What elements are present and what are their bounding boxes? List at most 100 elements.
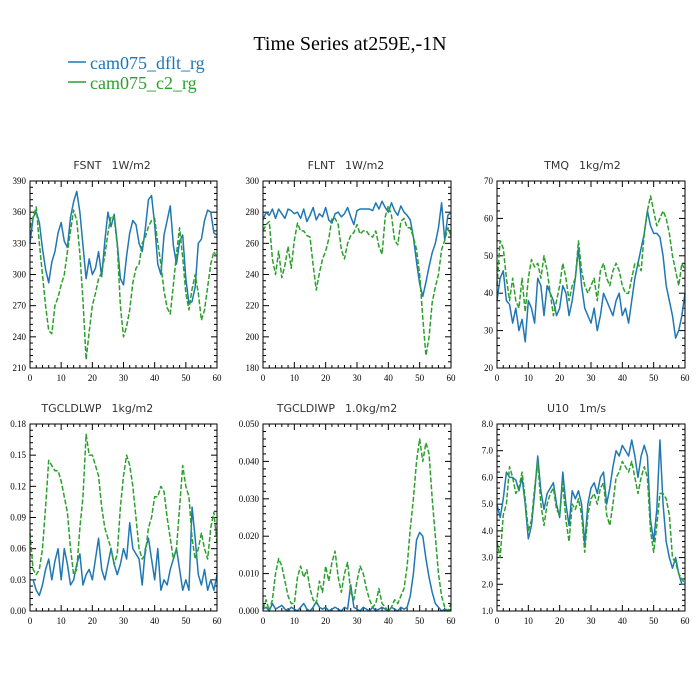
panel-unit-tmq: 1kg/m2 — [579, 159, 621, 172]
y-tick-label: 5.0 — [482, 499, 494, 509]
y-tick-label: 210 — [13, 363, 27, 373]
x-tick-label: 10 — [524, 616, 534, 626]
y-tick-label: 0.00 — [10, 606, 26, 616]
x-tick-label: 0 — [261, 616, 266, 626]
panel-unit-tgcldlwp: 1kg/m2 — [112, 402, 154, 415]
y-tick-label: 0.15 — [10, 450, 26, 460]
y-tick-label: 4.0 — [482, 526, 494, 536]
y-tick-label: 0.03 — [10, 575, 26, 585]
x-tick-label: 10 — [524, 373, 534, 383]
legend-label-dflt: cam075_dflt_rg — [90, 53, 205, 73]
y-tick-label: 0.040 — [239, 456, 260, 466]
panel-unit-flnt: 1W/m2 — [345, 159, 384, 172]
y-tick-label: 0.18 — [10, 419, 26, 429]
panel-title-tmq: TMQ — [543, 159, 569, 172]
x-tick-label: 50 — [415, 616, 425, 626]
y-tick-label: 300 — [13, 270, 27, 280]
y-tick-label: 60 — [484, 213, 494, 223]
panel-flnt: FLNT 1W/m2 0 10 20 30 40 50 60 180 200 220 240 260 280… — [246, 159, 457, 383]
x-tick-label: 0 — [495, 373, 500, 383]
x-tick-label: 30 — [119, 373, 129, 383]
y-tick-label: 180 — [246, 363, 260, 373]
panel-tgcldlwp: TGCLDLWP 1kg/m2 0 10 20 30 40 50 60 0.00 0.03 0.06 0… — [10, 402, 222, 626]
panel-fsnt: FSNT 1W/m2 0 10 20 30 40 50 60 210 240 270 300 330 360… — [13, 159, 223, 383]
panel-title-tgcldiwp: TGCLDIWP — [276, 402, 336, 415]
series-line-cam075-dflt-rg — [29, 190, 218, 305]
x-tick-label: 50 — [181, 373, 191, 383]
x-tick-label: 60 — [213, 373, 223, 383]
y-tick-label: 220 — [246, 301, 260, 311]
y-tick-label: 200 — [246, 332, 260, 342]
y-tick-label: 0.020 — [239, 531, 260, 541]
y-tick-label: 260 — [246, 238, 260, 248]
x-tick-label: 20 — [321, 373, 331, 383]
panel-tgcldiwp: TGCLDIWP 1.0kg/m2 0 10 20 30 40 50 60 0.000 0.010 0… — [239, 402, 456, 626]
series-line-cam075-dflt-rg — [30, 506, 218, 597]
y-tick-label: 3.0 — [482, 553, 494, 563]
x-tick-label: 10 — [290, 616, 300, 626]
panel-title-tgcldlwp: TGCLDLWP — [40, 402, 102, 415]
y-tick-label: 6.0 — [482, 472, 494, 482]
y-tick-label: 0.050 — [239, 419, 260, 429]
x-tick-label: 60 — [681, 373, 691, 383]
x-tick-label: 30 — [587, 616, 597, 626]
y-tick-label: 20 — [484, 363, 494, 373]
y-tick-label: 0.06 — [10, 544, 26, 554]
y-tick-label: 40 — [484, 288, 494, 298]
x-tick-label: 20 — [321, 616, 331, 626]
x-tick-label: 40 — [618, 616, 628, 626]
legend-label-c2: cam075_c2_rg — [90, 73, 197, 93]
x-tick-label: 60 — [447, 373, 457, 383]
y-tick-label: 0.030 — [239, 494, 260, 504]
series-line-cam075-c2-rg — [496, 460, 686, 585]
x-tick-label: 0 — [495, 616, 500, 626]
y-tick-label: 0.000 — [239, 606, 260, 616]
panels-group: FSNT 1W/m20 10 20 30 40 50 60210240270300330360… — [10, 159, 690, 626]
x-tick-label: 40 — [384, 373, 394, 383]
panel-title-u10: U10 — [547, 402, 569, 415]
y-tick-label: 2.0 — [482, 579, 494, 589]
x-tick-label: 60 — [447, 616, 457, 626]
x-tick-label: 50 — [415, 373, 425, 383]
x-tick-label: 10 — [57, 616, 67, 626]
panel-title-flnt: FLNT — [308, 159, 336, 172]
x-tick-label: 30 — [119, 616, 129, 626]
series-line-cam075-dflt-rg — [496, 439, 685, 586]
series-line-cam075-dflt-rg — [262, 531, 452, 612]
legend: cam075_dflt_rg cam075_c2_rg — [68, 53, 205, 93]
series-line-cam075-c2-rg — [262, 205, 452, 357]
x-tick-label: 60 — [213, 616, 223, 626]
x-tick-label: 50 — [649, 373, 659, 383]
x-tick-label: 20 — [88, 373, 98, 383]
x-tick-label: 0 — [28, 373, 33, 383]
y-tick-label: 300 — [246, 176, 260, 186]
y-tick-label: 0.010 — [239, 569, 260, 579]
x-tick-label: 0 — [28, 616, 33, 626]
plot-frame — [29, 180, 218, 369]
x-tick-label: 60 — [681, 616, 691, 626]
x-tick-label: 50 — [181, 616, 191, 626]
x-tick-label: 20 — [88, 616, 98, 626]
plot-frame — [262, 423, 452, 612]
x-tick-label: 40 — [384, 616, 394, 626]
y-tick-label: 240 — [246, 270, 260, 280]
x-tick-label: 40 — [618, 373, 628, 383]
y-tick-label: 240 — [13, 332, 27, 342]
y-tick-label: 70 — [484, 176, 494, 186]
y-tick-label: 7.0 — [482, 446, 494, 456]
y-tick-label: 280 — [246, 207, 260, 217]
y-tick-label: 270 — [13, 301, 27, 311]
plot-frame — [29, 423, 218, 612]
panel-tmq: TMQ 1kg/m2 0 10 20 30 40 50 60 20 30 40 50 60 70 — [484, 159, 690, 383]
plot-frame — [496, 180, 686, 369]
plot-frame — [496, 423, 686, 612]
panel-u10: U10 1m/s 0 10 20 30 40 50 60 1.0 2.0 3.0 4.0 5.0 6.0 7.… — [482, 402, 690, 626]
panel-title-fsnt: FSNT — [73, 159, 101, 172]
y-tick-label: 360 — [13, 207, 27, 217]
y-tick-label: 1.0 — [482, 606, 494, 616]
x-tick-label: 20 — [555, 373, 565, 383]
x-tick-label: 50 — [649, 616, 659, 626]
y-tick-label: 0.12 — [10, 481, 26, 491]
x-tick-label: 30 — [587, 373, 597, 383]
